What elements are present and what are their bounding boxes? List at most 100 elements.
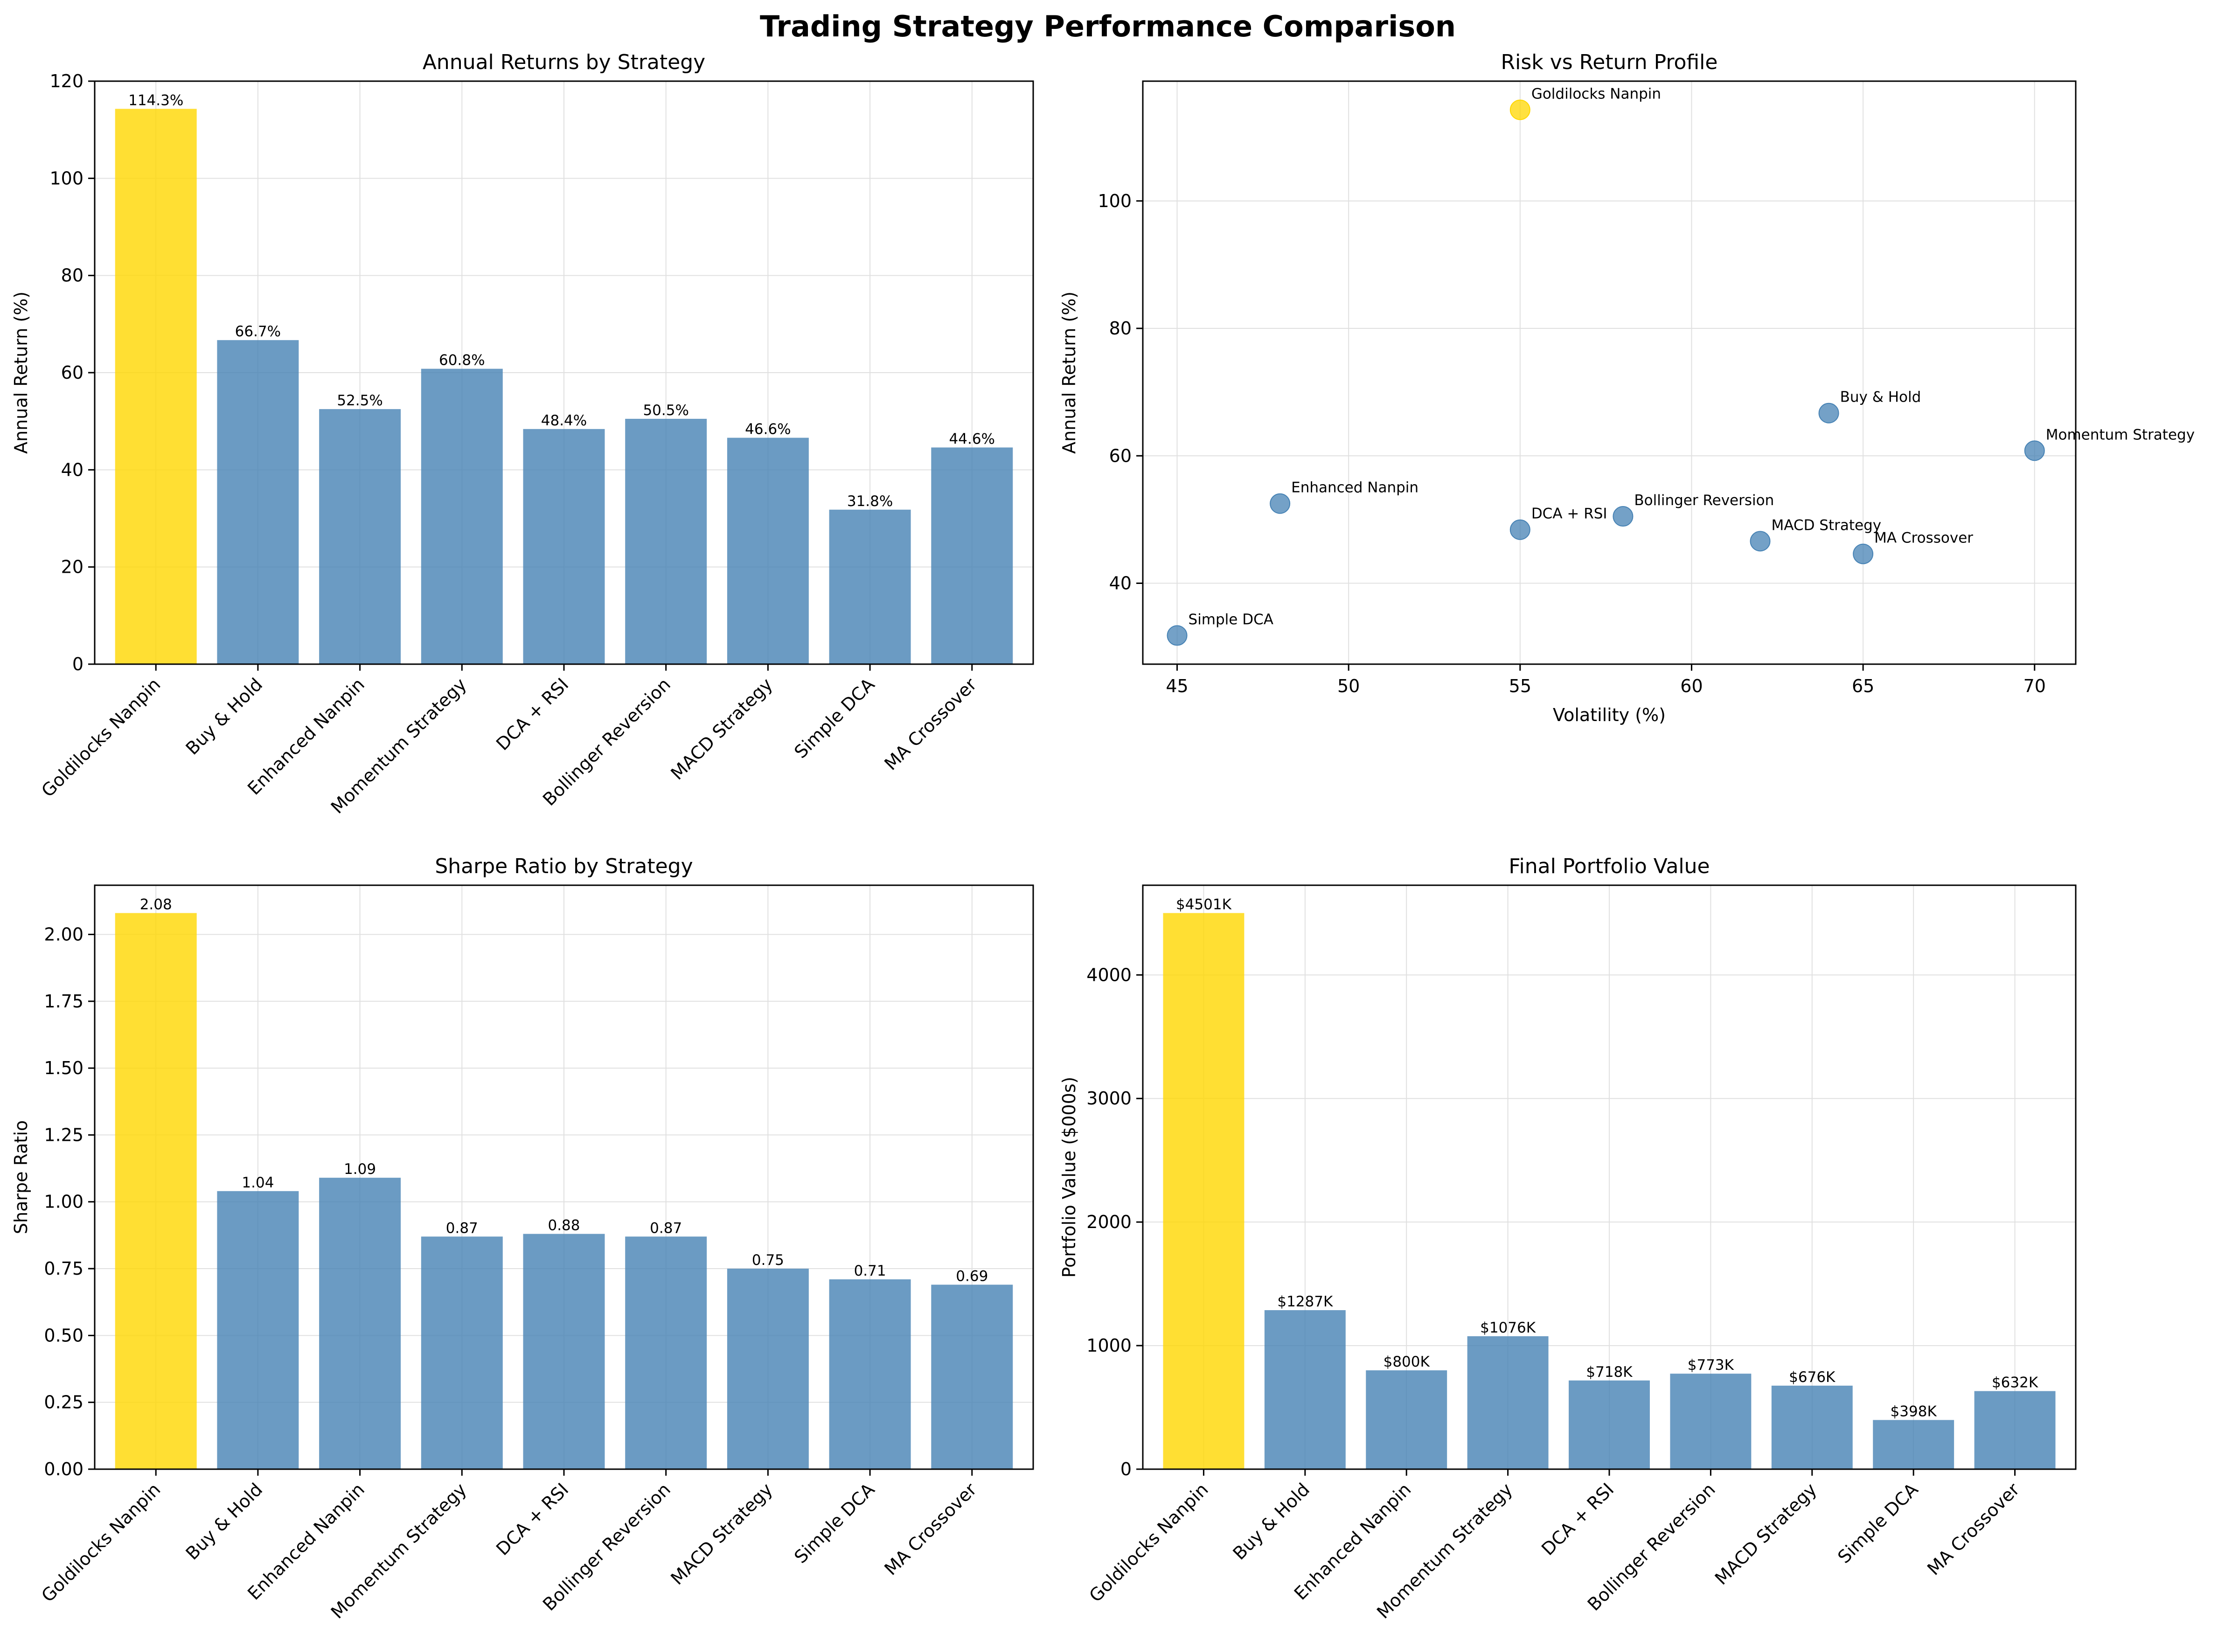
data-label: 31.8% xyxy=(847,493,893,510)
bar-dca-rsi[interactable] xyxy=(523,1234,605,1469)
bar-momentum-strategy[interactable] xyxy=(421,368,503,664)
bar-ma-crossover[interactable] xyxy=(931,1284,1013,1469)
point-dca-rsi[interactable] xyxy=(1509,519,1530,540)
chart-title: Annual Returns by Strategy xyxy=(423,50,705,74)
data-label: $718K xyxy=(1586,1364,1633,1381)
bar-buy-hold[interactable] xyxy=(217,1191,299,1469)
y-tick-label: 1.00 xyxy=(44,1192,83,1212)
bar-bollinger-reversion[interactable] xyxy=(1670,1374,1752,1469)
point-label: Momentum Strategy xyxy=(2046,426,2195,443)
point-label: DCA + RSI xyxy=(1531,506,1607,522)
point-ma-crossover[interactable] xyxy=(1853,543,1874,564)
data-label: 1.04 xyxy=(242,1174,274,1191)
risk-return-chart: Risk vs Return Profile Annual Return (%) 4… xyxy=(1059,50,2195,725)
data-label: 2.08 xyxy=(140,896,172,913)
point-goldilocks-nanpin[interactable] xyxy=(1509,99,1530,120)
bar-dca-rsi[interactable] xyxy=(523,429,605,664)
y-tick-label: 80 xyxy=(61,265,83,286)
bar-enhanced-nanpin[interactable] xyxy=(1366,1370,1447,1469)
y-tick-label: 2000 xyxy=(1086,1212,1132,1232)
bar-dca-rsi[interactable] xyxy=(1569,1380,1650,1469)
data-label: 0.88 xyxy=(548,1217,580,1234)
bar-macd-strategy[interactable] xyxy=(1771,1385,1853,1469)
point-enhanced-nanpin[interactable] xyxy=(1270,493,1291,514)
bar-goldilocks-nanpin[interactable] xyxy=(115,109,197,664)
point-buy-hold[interactable] xyxy=(1818,403,1839,423)
data-label: 114.3% xyxy=(128,92,183,109)
bar-simple-dca[interactable] xyxy=(1873,1420,1954,1469)
y-tick-label: 100 xyxy=(49,168,83,188)
point-label: MA Crossover xyxy=(1874,530,1973,547)
bar-bollinger-reversion[interactable] xyxy=(625,418,707,664)
y-tick-label: 1.75 xyxy=(44,991,83,1012)
data-label: 44.6% xyxy=(949,430,995,447)
y-tick-label: 0.25 xyxy=(44,1392,83,1413)
y-tick-label: 0 xyxy=(1120,1459,1132,1479)
point-label: Enhanced Nanpin xyxy=(1291,479,1418,496)
y-tick-label: 40 xyxy=(61,459,83,480)
y-axis-label: Sharpe Ratio xyxy=(11,1120,31,1234)
figure-title: Trading Strategy Performance Comparison xyxy=(760,9,1456,43)
y-tick-label: 20 xyxy=(61,557,83,577)
data-label: $632K xyxy=(1992,1374,2038,1391)
data-label: $773K xyxy=(1688,1357,1734,1374)
x-tick-label: 60 xyxy=(1680,676,1703,696)
x-tick-label: 65 xyxy=(1852,676,1874,696)
point-simple-dca[interactable] xyxy=(1167,625,1188,646)
bar-simple-dca[interactable] xyxy=(829,509,911,664)
y-tick-label: 120 xyxy=(49,71,83,91)
y-tick-label: 1.25 xyxy=(44,1124,83,1145)
bar-momentum-strategy[interactable] xyxy=(421,1236,503,1469)
chart-title: Sharpe Ratio by Strategy xyxy=(435,854,693,878)
data-label: 66.7% xyxy=(235,323,281,340)
plot-frame-overlay xyxy=(94,80,1034,665)
y-tick-label: 2.00 xyxy=(44,924,83,944)
bar-ma-crossover[interactable] xyxy=(931,447,1013,664)
bar-buy-hold[interactable] xyxy=(1264,1310,1346,1469)
x-axis-label: Volatility (%) xyxy=(1553,705,1666,725)
data-label: 0.87 xyxy=(650,1220,682,1236)
data-label: $676K xyxy=(1789,1369,1836,1386)
point-label: Goldilocks Nanpin xyxy=(1531,85,1661,102)
y-tick-label: 0 xyxy=(72,654,83,674)
point-momentum-strategy[interactable] xyxy=(2024,440,2045,461)
data-label: 0.71 xyxy=(854,1263,886,1279)
data-label: 0.75 xyxy=(752,1252,784,1269)
y-tick-label: 40 xyxy=(1109,573,1132,594)
bar-macd-strategy[interactable] xyxy=(727,437,809,664)
data-label: 50.5% xyxy=(643,402,688,419)
y-tick-label: 0.50 xyxy=(44,1325,83,1346)
bar-goldilocks-nanpin[interactable] xyxy=(115,913,197,1469)
y-axis-label: Annual Return (%) xyxy=(1059,292,1079,454)
point-macd-strategy[interactable] xyxy=(1750,531,1771,552)
bar-enhanced-nanpin[interactable] xyxy=(319,409,401,664)
data-label: 46.6% xyxy=(745,421,791,438)
y-axis-label: Portfolio Value ($000s) xyxy=(1059,1077,1079,1278)
y-tick-label: 1.50 xyxy=(44,1058,83,1078)
plot-frame-overlay xyxy=(1142,80,2077,665)
point-label: MACD Strategy xyxy=(1772,517,1882,534)
x-tick-label: 45 xyxy=(1166,676,1188,696)
y-tick-label: 3000 xyxy=(1086,1088,1132,1109)
data-label: 0.87 xyxy=(446,1220,478,1236)
data-label: $4501K xyxy=(1176,896,1232,913)
chart-title: Final Portfolio Value xyxy=(1509,854,1710,878)
y-tick-label: 100 xyxy=(1098,191,1132,211)
bar-goldilocks-nanpin[interactable] xyxy=(1163,913,1245,1469)
bar-momentum-strategy[interactable] xyxy=(1467,1336,1549,1469)
plot-frame-overlay xyxy=(1142,884,2077,1470)
bar-macd-strategy[interactable] xyxy=(727,1269,809,1469)
data-label: 48.4% xyxy=(541,412,587,429)
data-label: $800K xyxy=(1384,1354,1430,1370)
point-label: Bollinger Reversion xyxy=(1634,492,1774,509)
bar-ma-crossover[interactable] xyxy=(1974,1391,2056,1469)
bar-bollinger-reversion[interactable] xyxy=(625,1236,707,1469)
bar-buy-hold[interactable] xyxy=(217,340,299,664)
point-bollinger-reversion[interactable] xyxy=(1613,506,1634,527)
bar-enhanced-nanpin[interactable] xyxy=(319,1178,401,1469)
bar-simple-dca[interactable] xyxy=(829,1279,911,1469)
data-label: 52.5% xyxy=(337,392,382,409)
y-tick-label: 0.00 xyxy=(44,1459,83,1479)
y-tick-label: 4000 xyxy=(1086,965,1132,985)
y-tick-label: 60 xyxy=(1109,445,1132,466)
